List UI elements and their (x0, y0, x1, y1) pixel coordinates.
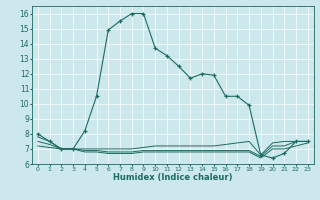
X-axis label: Humidex (Indice chaleur): Humidex (Indice chaleur) (113, 173, 233, 182)
